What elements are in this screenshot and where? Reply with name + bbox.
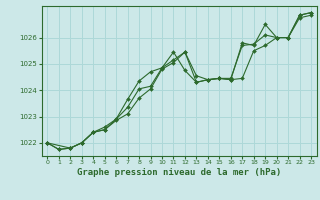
X-axis label: Graphe pression niveau de la mer (hPa): Graphe pression niveau de la mer (hPa) — [77, 168, 281, 177]
